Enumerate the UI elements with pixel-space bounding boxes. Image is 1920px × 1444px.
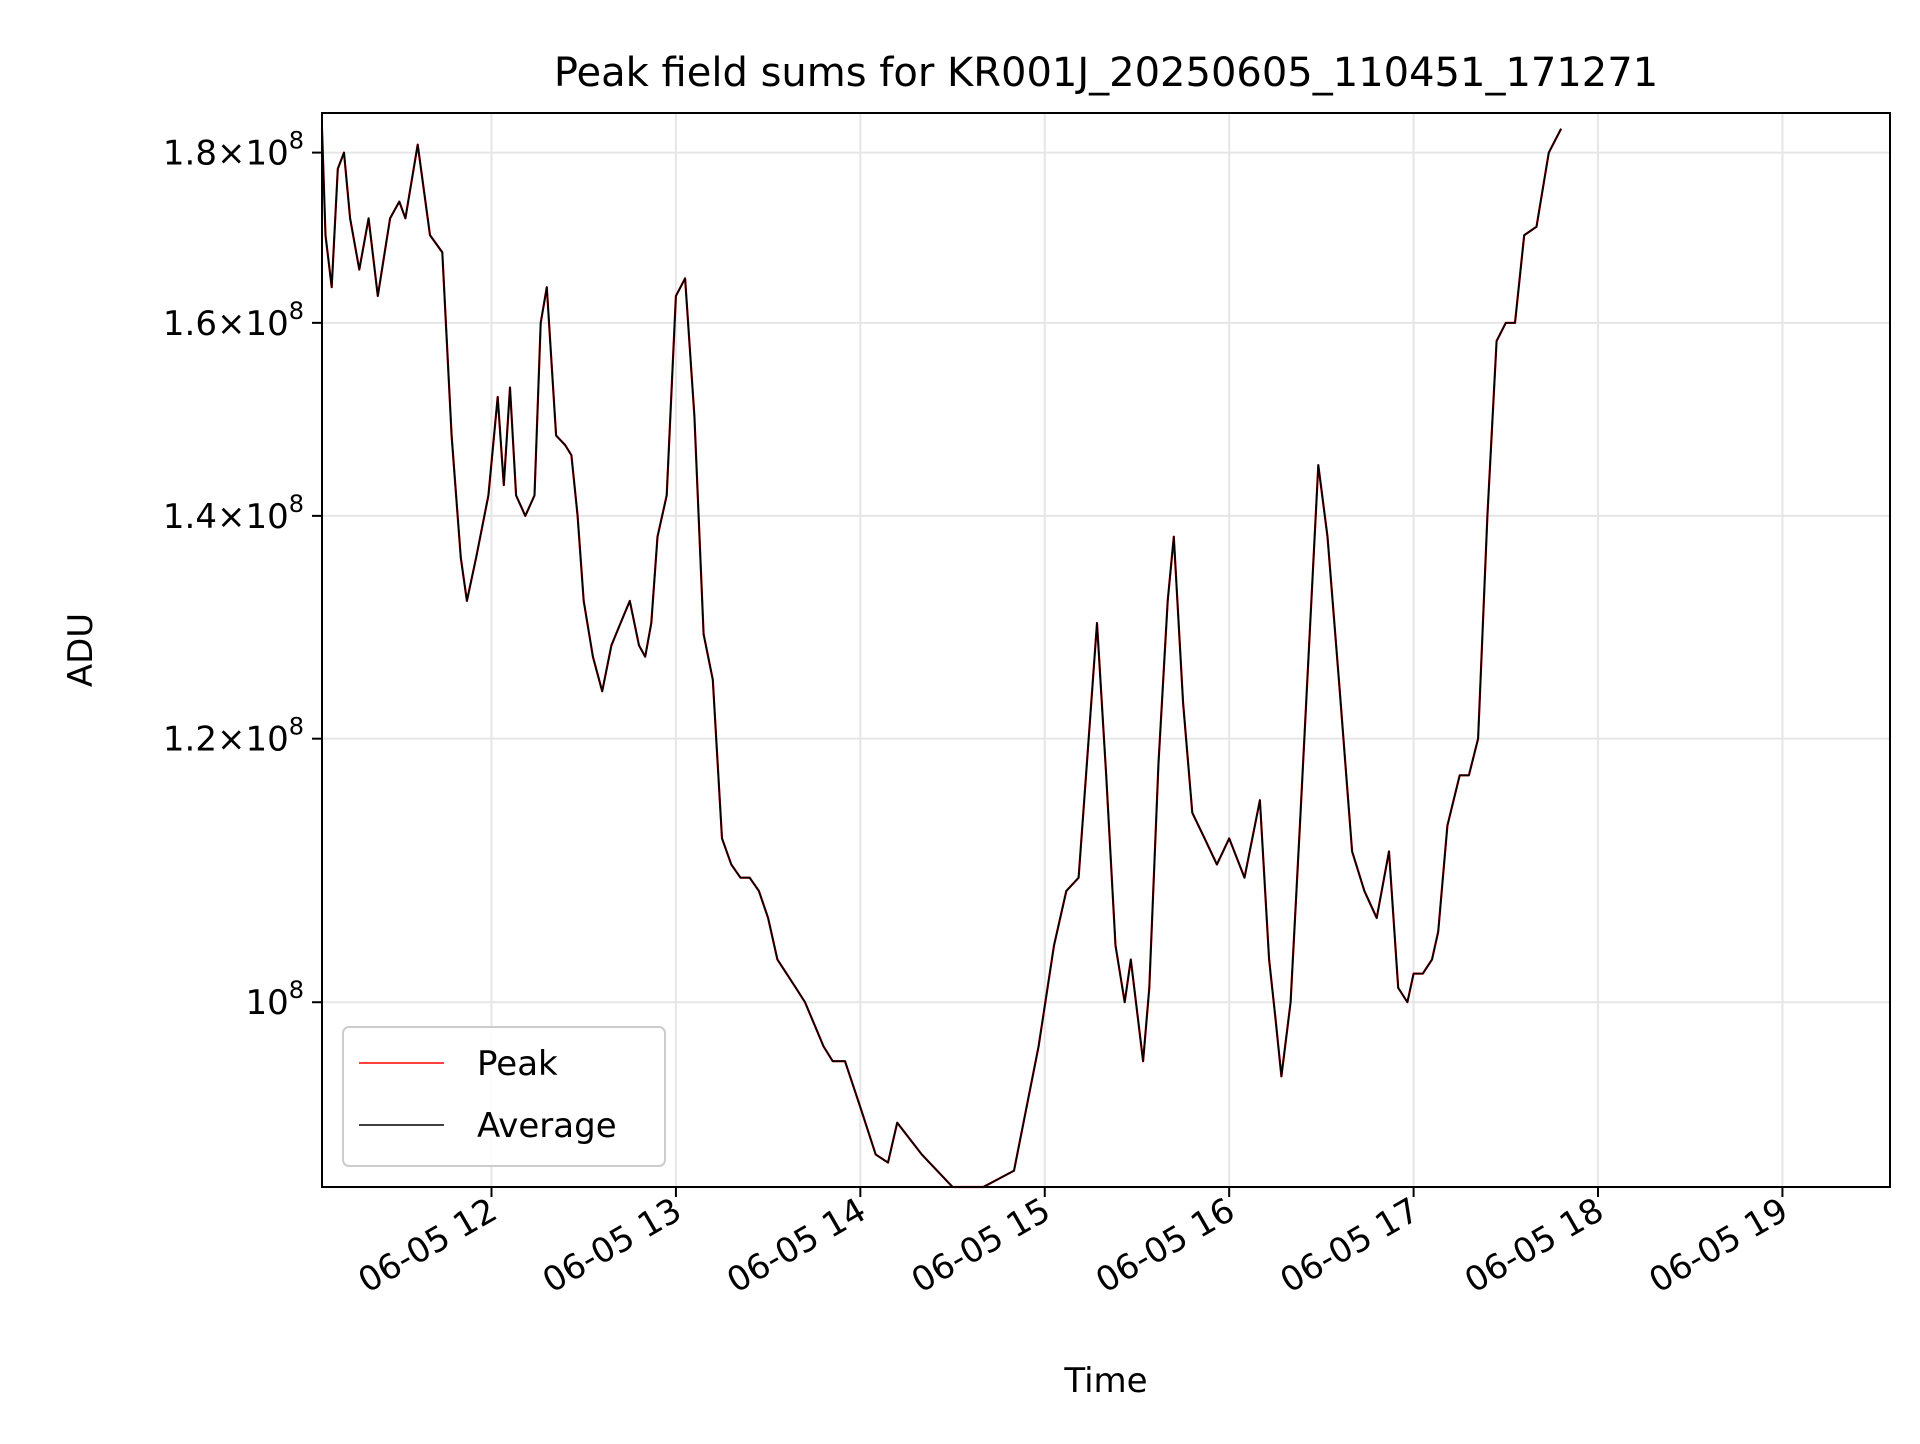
series-line-average (321, 128, 1562, 1188)
legend-box (342, 1026, 666, 1167)
chart-title: Peak field sums for KR001J_20250605_1104… (554, 50, 1658, 96)
plot-frame (321, 112, 1891, 1188)
series-lines (320, 128, 1563, 1189)
y-axis-label: ADU (61, 613, 101, 687)
legend: Peak Average (342, 1026, 666, 1167)
y-tick-label: 1.8×108 (163, 127, 304, 174)
y-tick-label: 1.2×108 (163, 713, 304, 760)
grid-lines (322, 113, 1890, 1187)
x-axis-label: Time (1063, 1361, 1147, 1401)
legend-label-peak: Peak (477, 1044, 558, 1084)
y-tick-label: 1.6×108 (163, 297, 304, 344)
y-axis-ticks: 108 1.2×108 1.4×108 1.6×108 1.8×108 (163, 127, 322, 1023)
legend-label-average: Average (477, 1106, 617, 1146)
y-tick-label: 1.4×108 (163, 490, 304, 537)
y-tick-label: 108 (245, 976, 304, 1023)
